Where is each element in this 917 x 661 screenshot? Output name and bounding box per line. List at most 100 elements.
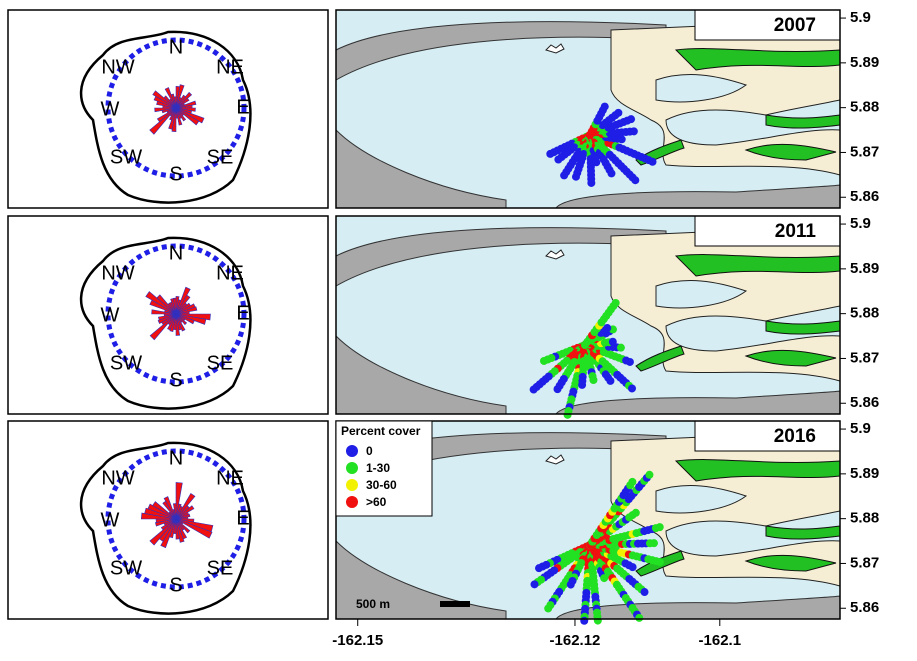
x-tick-label: -162.12 <box>550 632 601 649</box>
transect-point <box>580 616 589 625</box>
compass-label: NW <box>101 56 134 78</box>
year-box <box>694 215 841 247</box>
y-tick-label: 5.86 <box>850 599 879 616</box>
x-tick-label: -162.15 <box>332 632 383 649</box>
transect-point <box>608 337 617 346</box>
transect-point <box>606 376 615 385</box>
legend-swatch <box>346 479 358 491</box>
transect-point <box>616 343 625 352</box>
transect-point <box>607 169 616 178</box>
rose-wedge <box>173 96 177 109</box>
transect-point <box>587 178 596 187</box>
y-tick-label: 5.87 <box>850 349 879 366</box>
transect-point <box>544 604 553 613</box>
legend-swatch <box>346 462 358 474</box>
rose-panel: N NE E SE S SW W NW <box>7 9 329 209</box>
transect-point <box>600 102 609 111</box>
compass-label: W <box>101 304 120 326</box>
transect-point <box>649 539 658 548</box>
transect-point <box>617 135 626 144</box>
transect-point <box>566 580 575 589</box>
year-box <box>694 420 841 452</box>
transect-point <box>625 357 634 366</box>
panel-frame <box>335 9 841 209</box>
transect-point <box>592 158 601 167</box>
compass-label: NE <box>216 56 244 78</box>
legend-label: 0 <box>366 444 373 458</box>
compass-label: NE <box>216 467 244 489</box>
year-box <box>694 9 841 41</box>
transect-point <box>600 574 609 583</box>
transect-point <box>628 563 637 572</box>
compass-label: E <box>236 96 249 118</box>
transect-point <box>563 410 572 419</box>
transect-point <box>655 523 664 532</box>
y-tick-label: 5.86 <box>850 394 879 411</box>
y-tick-label: 5.89 <box>850 260 879 277</box>
transect-point <box>635 613 644 622</box>
compass-label: SE <box>207 352 234 374</box>
rose-wedge <box>163 496 177 520</box>
y-tick-label: 5.9 <box>850 215 871 232</box>
legend-label: 30-60 <box>366 478 397 492</box>
rose-wedge <box>156 107 177 123</box>
transect-point <box>539 356 548 365</box>
panel-frame <box>7 420 329 620</box>
transect-point <box>553 385 562 394</box>
y-tick-label: 5.86 <box>850 188 879 205</box>
y-tick-label: 5.88 <box>850 99 879 116</box>
transect-point <box>571 172 580 181</box>
legend-swatch <box>346 445 358 457</box>
transect-point <box>627 115 636 124</box>
panel-frame <box>335 215 841 415</box>
compass-label: SE <box>207 557 234 579</box>
compass-label: NW <box>101 467 134 489</box>
transect-point <box>648 157 657 166</box>
rose-wedge <box>172 297 177 315</box>
transect-point <box>645 470 654 479</box>
y-tick-label: 5.9 <box>850 420 871 437</box>
year-label: 2011 <box>775 221 817 242</box>
transect-point <box>589 375 598 384</box>
y-tick-label: 5.88 <box>850 305 879 322</box>
y-tick-label: 5.89 <box>850 465 879 482</box>
legend: Percent cover 0 1-30 30-60 >60 <box>335 420 433 517</box>
transect-point <box>628 477 637 486</box>
scale-bar <box>440 601 470 607</box>
rose-wedge <box>175 107 200 126</box>
transect-point <box>640 588 649 597</box>
transect-point <box>593 616 602 625</box>
transect-point <box>631 176 640 185</box>
transect-point <box>535 564 544 573</box>
transect-point <box>546 149 555 158</box>
compass-label: E <box>236 507 249 529</box>
compass-label: S <box>169 163 182 185</box>
rose-wedge <box>175 518 213 539</box>
transect-point <box>530 580 539 589</box>
compass-label: N <box>169 447 183 469</box>
rose-wedge <box>172 503 177 520</box>
transect-point <box>529 385 538 394</box>
y-tick-label: 5.88 <box>850 510 879 527</box>
map-panel: 2016 <box>335 420 841 625</box>
map-panel: 2011 <box>335 215 841 419</box>
x-tick-label: -162.1 <box>699 632 742 649</box>
transect-point <box>560 171 569 180</box>
compass-label: W <box>101 98 120 120</box>
compass-label: E <box>236 302 249 324</box>
rose-wedge <box>152 501 177 520</box>
compass-label: N <box>169 242 183 264</box>
transect-point <box>627 384 636 393</box>
rose-panel: N NE E SE S SW W NW <box>7 215 329 415</box>
y-tick-label: 5.9 <box>850 9 871 26</box>
compass-label: SW <box>110 352 142 374</box>
legend-label: 1-30 <box>366 461 390 475</box>
map-panel: 2007 <box>335 9 841 209</box>
scale-bar-label: 500 m <box>356 597 390 611</box>
transect-point <box>631 508 640 517</box>
compass-label: S <box>169 369 182 391</box>
transect-point <box>554 155 563 164</box>
compass-label: W <box>101 509 120 531</box>
legend-label: >60 <box>366 495 387 509</box>
